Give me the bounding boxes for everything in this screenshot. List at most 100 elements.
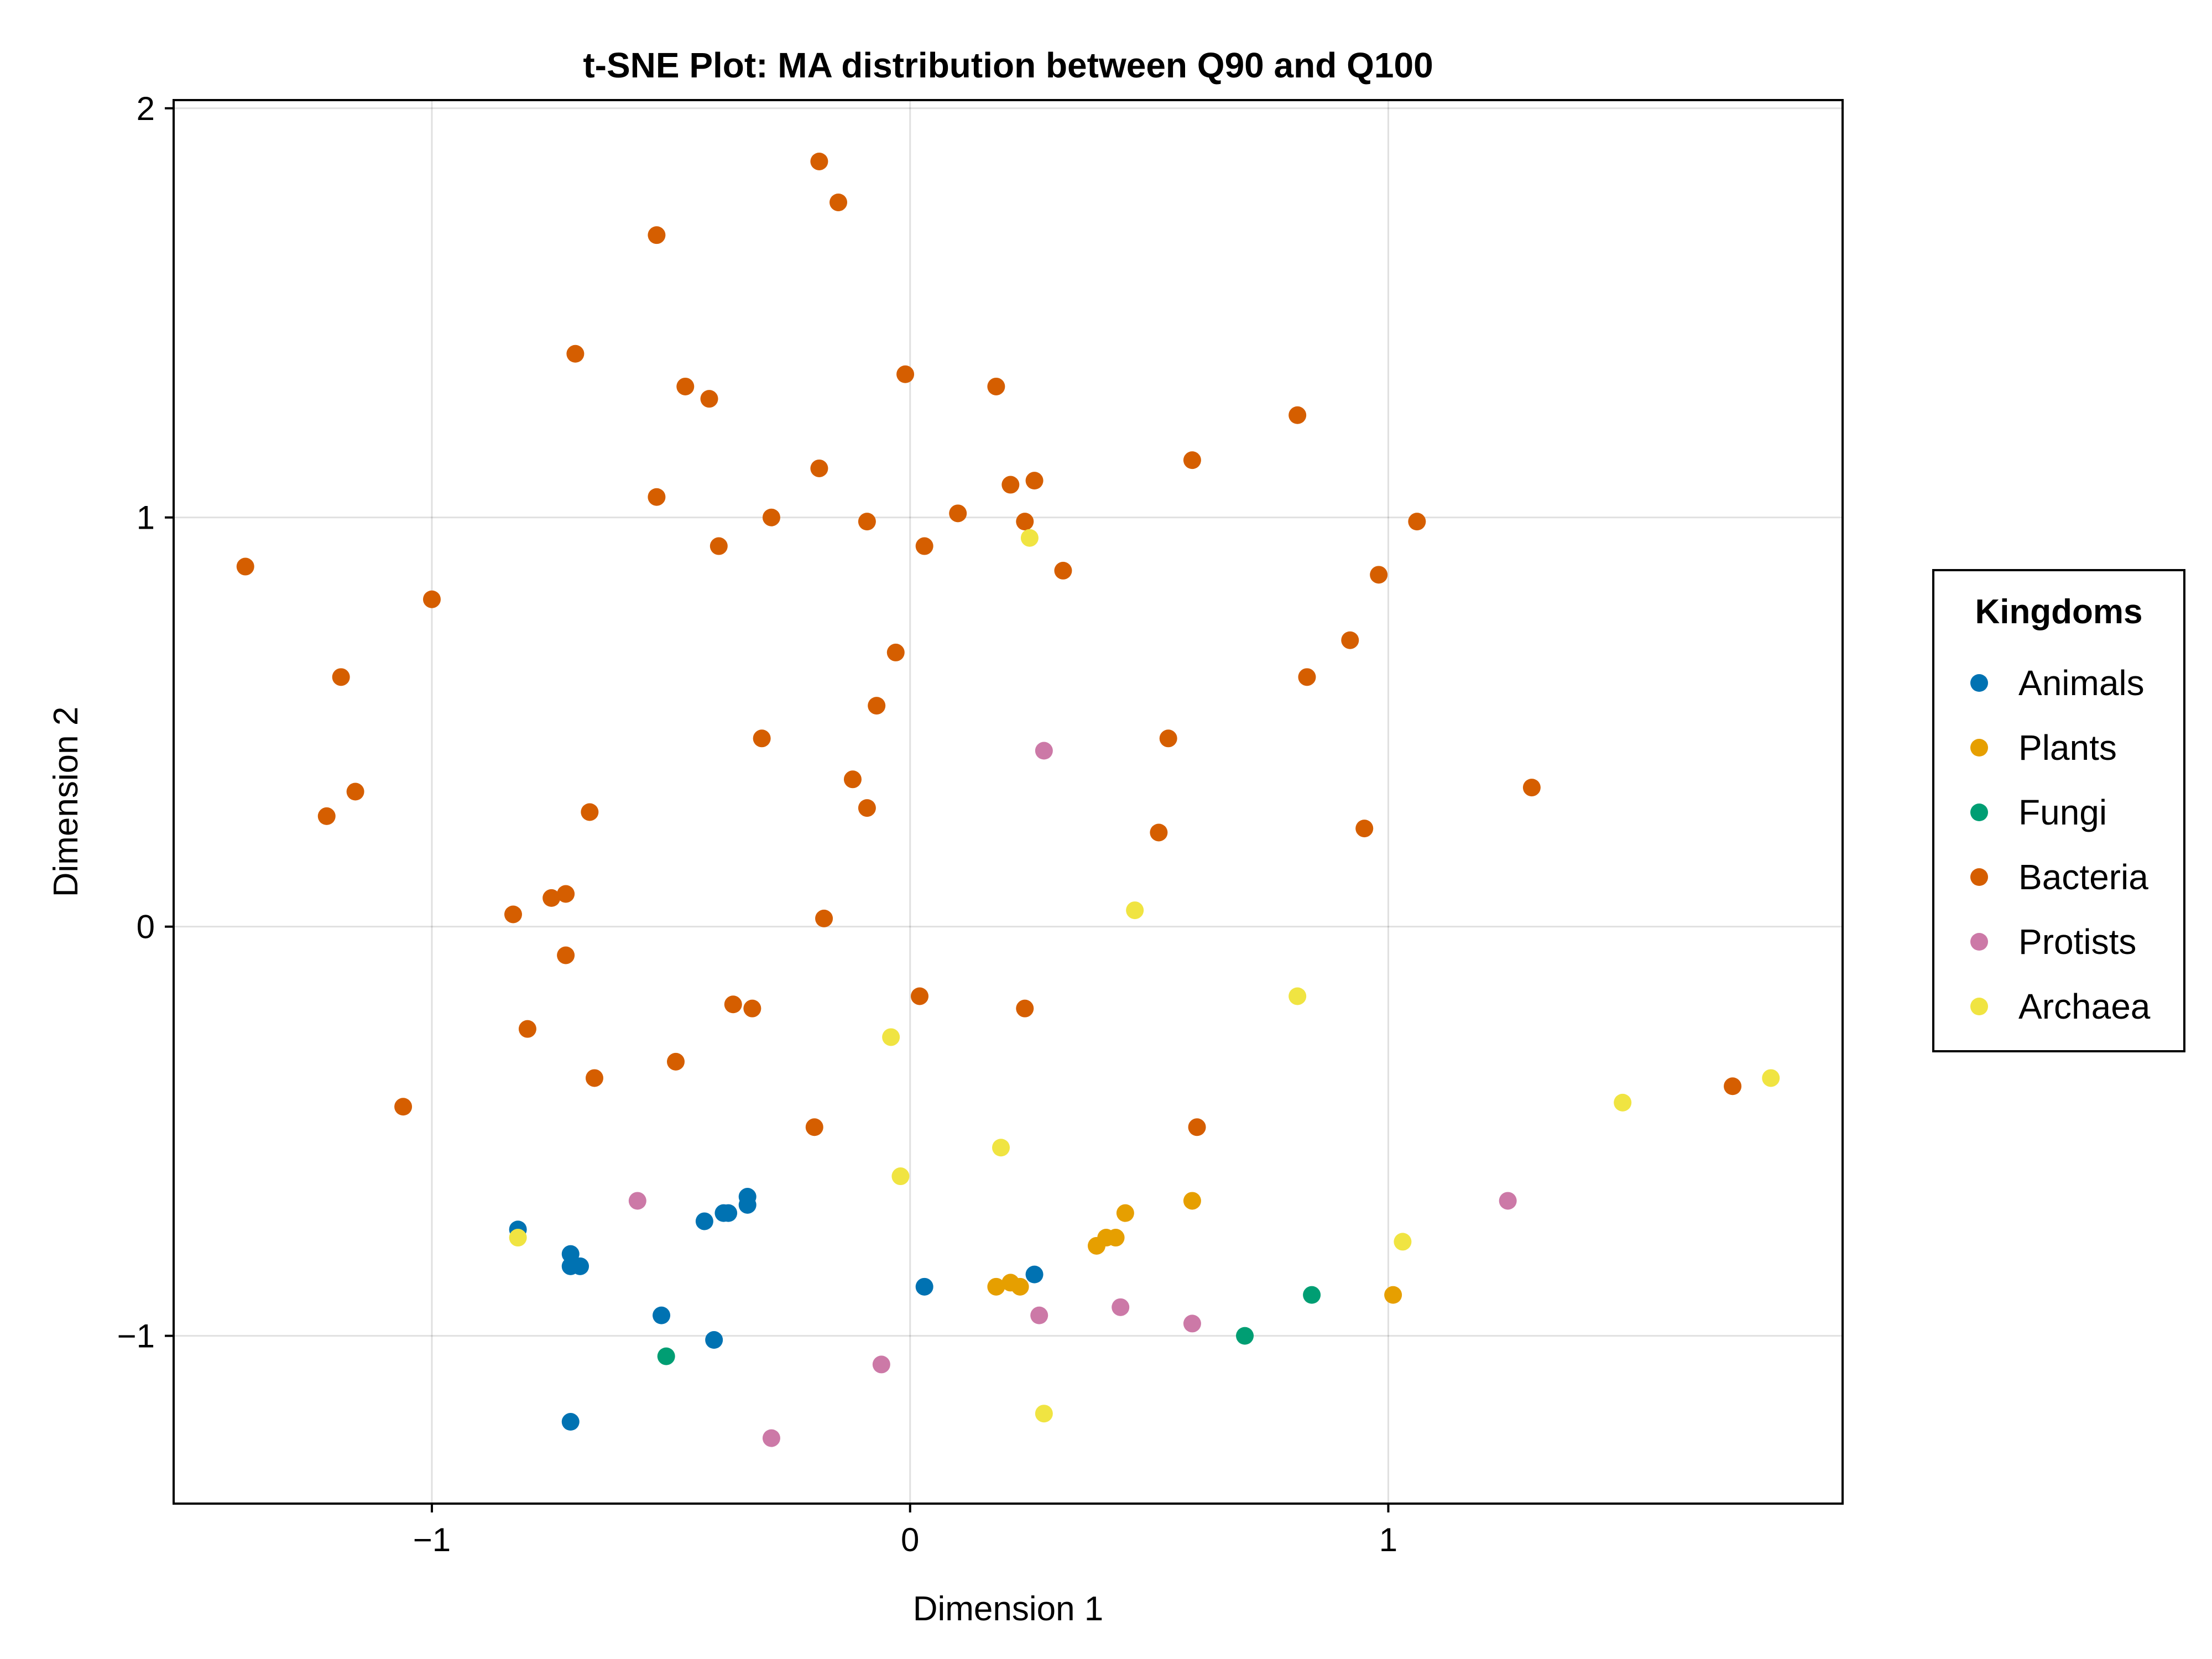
x-axis-label: Dimension 1 xyxy=(913,1590,1104,1628)
grid-lines xyxy=(174,100,1843,1504)
point-bacteria xyxy=(1054,561,1072,580)
point-bacteria xyxy=(1298,668,1316,686)
legend-label-archaea: Archaea xyxy=(2018,987,2151,1026)
point-bacteria xyxy=(332,668,350,686)
point-bacteria xyxy=(1159,729,1177,748)
point-bacteria xyxy=(915,537,933,555)
y-tick-label: −1 xyxy=(117,1318,155,1355)
point-archaea xyxy=(891,1167,910,1186)
point-archaea xyxy=(1288,987,1307,1005)
point-protists xyxy=(762,1429,780,1447)
point-archaea xyxy=(509,1229,527,1247)
point-animals xyxy=(738,1196,757,1214)
legend-title: Kingdoms xyxy=(1975,593,2142,631)
point-plants xyxy=(1011,1277,1029,1296)
point-bacteria xyxy=(1724,1077,1742,1095)
point-plants xyxy=(1116,1204,1134,1222)
point-bacteria xyxy=(743,999,761,1018)
point-bacteria xyxy=(346,782,364,801)
point-animals xyxy=(561,1245,580,1263)
point-bacteria xyxy=(422,590,441,608)
point-bacteria xyxy=(810,152,828,170)
point-archaea xyxy=(882,1028,900,1046)
point-bacteria xyxy=(566,345,585,363)
point-archaea xyxy=(1020,529,1039,547)
legend-items: Animals Plants Fungi Bacteria Protists Archae… xyxy=(1970,663,2151,1026)
point-bacteria xyxy=(542,889,561,907)
legend-marker-protists xyxy=(1970,933,1988,951)
point-bacteria xyxy=(1522,779,1541,797)
point-bacteria xyxy=(317,807,336,825)
point-animals xyxy=(915,1277,933,1296)
point-archaea xyxy=(1614,1093,1632,1112)
point-fungi xyxy=(657,1347,675,1365)
legend-label-fungi: Fungi xyxy=(2018,792,2107,832)
point-bacteria xyxy=(700,390,718,408)
point-animals xyxy=(695,1212,713,1230)
point-protists xyxy=(1499,1192,1517,1210)
legend-label-protists: Protists xyxy=(2018,922,2136,962)
point-bacteria xyxy=(805,1118,823,1136)
y-axis-label: Dimension 2 xyxy=(47,707,85,898)
point-bacteria xyxy=(1408,513,1426,531)
point-plants xyxy=(987,1277,1005,1296)
point-bacteria xyxy=(858,799,876,817)
point-bacteria xyxy=(987,377,1005,395)
legend-label-bacteria: Bacteria xyxy=(2018,857,2148,897)
legend-marker-animals xyxy=(1970,674,1988,692)
data-points xyxy=(236,152,1780,1447)
point-bacteria xyxy=(236,557,254,576)
legend-marker-plants xyxy=(1970,739,1988,757)
point-plants xyxy=(1107,1229,1125,1247)
point-protists xyxy=(1030,1306,1048,1324)
y-tick-label: 1 xyxy=(137,499,155,536)
point-animals xyxy=(705,1331,723,1349)
plot-frame xyxy=(173,99,1844,1505)
point-animals xyxy=(1025,1265,1044,1284)
point-plants xyxy=(1384,1286,1402,1304)
point-bacteria xyxy=(557,885,575,903)
legend: Kingdoms Animals Plants Fungi Bacteria Proti… xyxy=(1932,569,2185,1052)
point-bacteria xyxy=(724,995,742,1014)
point-bacteria xyxy=(648,488,666,506)
point-bacteria xyxy=(557,946,575,964)
y-tick-label: 2 xyxy=(137,90,155,127)
point-bacteria xyxy=(1025,472,1044,490)
point-bacteria xyxy=(753,729,771,748)
point-bacteria xyxy=(1355,820,1374,838)
point-bacteria xyxy=(585,1069,603,1087)
point-bacteria xyxy=(868,697,886,715)
point-bacteria xyxy=(1016,513,1034,531)
point-bacteria xyxy=(1288,406,1307,424)
point-bacteria xyxy=(1188,1118,1206,1136)
point-fungi xyxy=(1303,1286,1321,1304)
point-protists xyxy=(1035,742,1053,760)
point-bacteria xyxy=(666,1052,685,1071)
point-animals xyxy=(571,1257,589,1275)
legend-marker-archaea xyxy=(1970,998,1988,1015)
point-bacteria xyxy=(886,643,905,661)
point-bacteria xyxy=(1150,823,1168,842)
point-bacteria xyxy=(1016,999,1034,1018)
point-archaea xyxy=(1126,901,1144,920)
point-protists xyxy=(1183,1314,1201,1333)
point-bacteria xyxy=(815,909,833,927)
point-bacteria xyxy=(858,513,876,531)
point-protists xyxy=(872,1355,890,1374)
point-bacteria xyxy=(896,365,915,383)
x-tick-label: 0 xyxy=(901,1521,919,1558)
point-protists xyxy=(628,1192,646,1210)
x-tick-label: −1 xyxy=(413,1521,451,1558)
point-archaea xyxy=(1762,1069,1780,1087)
point-bacteria xyxy=(504,905,522,924)
legend-label-animals: Animals xyxy=(2018,663,2145,703)
point-bacteria xyxy=(949,504,967,523)
point-animals xyxy=(653,1306,671,1324)
point-bacteria xyxy=(911,987,929,1005)
point-animals xyxy=(561,1413,580,1431)
legend-label-plants: Plants xyxy=(2018,728,2117,768)
point-bacteria xyxy=(709,537,728,555)
point-animals xyxy=(719,1204,738,1222)
axis-ticks: −1 0 1 −1 0 1 2 xyxy=(117,90,1398,1558)
